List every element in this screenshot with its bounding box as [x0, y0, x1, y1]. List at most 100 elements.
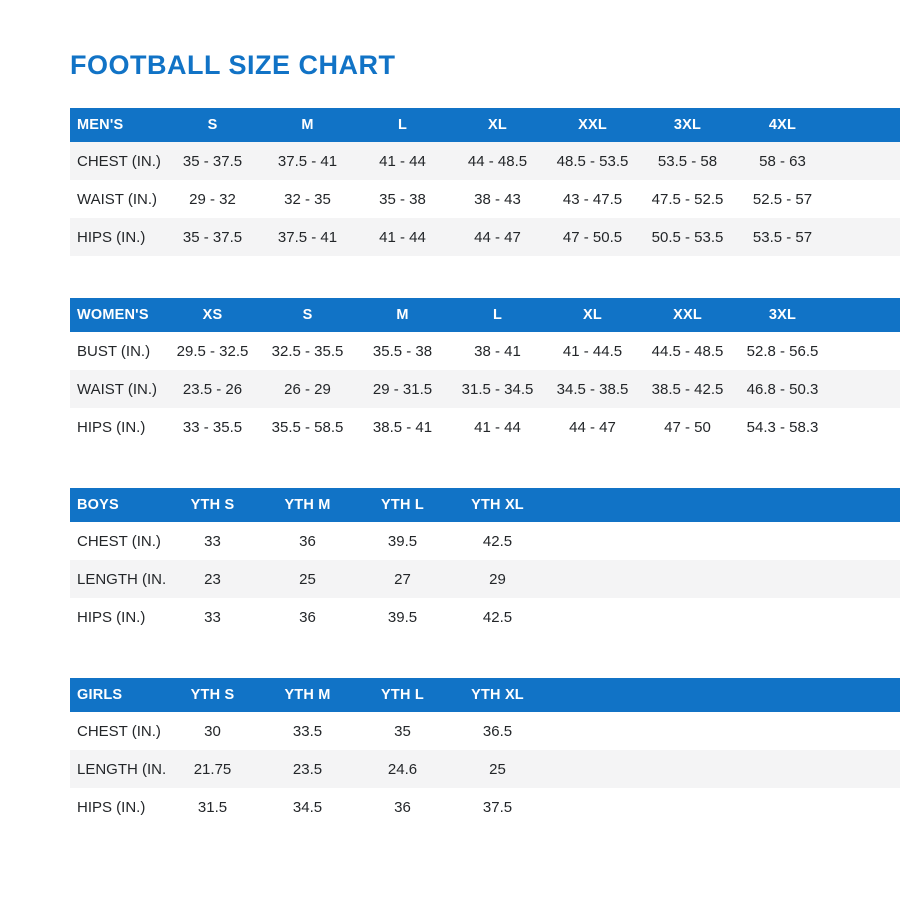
column-header: YTH L: [381, 687, 424, 703]
size-cell: 35 - 37.5: [182, 228, 243, 246]
row-label: WAIST (IN.): [77, 190, 157, 208]
column-header: XL: [583, 307, 602, 323]
size-cell: 36: [299, 608, 316, 626]
boys-row: HIPS (IN.) 33 36 39.5 42.5: [70, 598, 900, 636]
size-cell: 27: [394, 570, 411, 588]
column-header: YTH M: [284, 497, 331, 513]
size-cell: 44.5 - 48.5: [651, 342, 724, 360]
size-cell: 33 - 35.5: [182, 418, 243, 436]
table-title-cell: BOYS: [77, 497, 119, 513]
column-header: L: [492, 307, 503, 323]
size-cell: 37.5: [482, 798, 513, 816]
womens-header-row: WOMEN'S XS S M L XL XXL 3XL: [70, 298, 900, 332]
row-label: LENGTH (IN.): [77, 760, 165, 778]
column-header: M: [301, 117, 314, 133]
size-cell: 21.75: [193, 760, 232, 778]
size-cell: 29 - 31.5: [372, 380, 433, 398]
row-label: HIPS (IN.): [77, 228, 146, 246]
column-header: 3XL: [768, 307, 797, 323]
row-label: LENGTH (IN.): [77, 570, 165, 588]
column-header: XXL: [578, 117, 607, 133]
column-header: YTH M: [284, 687, 331, 703]
row-label: HIPS (IN.): [77, 798, 146, 816]
size-cell: 53.5 - 58: [657, 152, 718, 170]
womens-row: WAIST (IN.) 23.5 - 26 26 - 29 29 - 31.5 31.5…: [70, 370, 900, 408]
column-header: XS: [202, 307, 223, 323]
size-cell: 25: [489, 760, 506, 778]
size-cell: 41 - 44: [474, 418, 521, 436]
size-cell: 44 - 48.5: [467, 152, 528, 170]
size-cell: 39.5: [387, 608, 418, 626]
size-cell: 37.5 - 41: [277, 228, 338, 246]
column-header: 3XL: [673, 117, 702, 133]
size-cell: 58 - 63: [759, 152, 806, 170]
size-cell: 46.8 - 50.3: [746, 380, 819, 398]
womens-size-table: WOMEN'S XS S M L XL XXL 3XL BUST (IN.) 29.5 - 32.…: [70, 298, 900, 446]
size-cell: 32.5 - 35.5: [271, 342, 344, 360]
table-title-cell: WOMEN'S: [77, 307, 149, 323]
row-label: HIPS (IN.): [77, 608, 146, 626]
row-label: CHEST (IN.): [77, 722, 161, 740]
boys-row: LENGTH (IN.) 23 25 27 29: [70, 560, 900, 598]
size-cell: 47 - 50: [664, 418, 711, 436]
size-cell: 48.5 - 53.5: [556, 152, 629, 170]
size-cell: 31.5: [197, 798, 228, 816]
size-cell: 38.5 - 42.5: [651, 380, 724, 398]
size-cell: 36: [394, 798, 411, 816]
column-header: L: [397, 117, 408, 133]
size-cell: 54.3 - 58.3: [746, 418, 819, 436]
row-label: WAIST (IN.): [77, 380, 157, 398]
size-cell: 41 - 44: [379, 228, 426, 246]
size-cell: 42.5: [482, 608, 513, 626]
size-cell: 33.5: [292, 722, 323, 740]
size-cell: 35 - 38: [379, 190, 426, 208]
column-header: S: [207, 117, 218, 133]
size-cell: 31.5 - 34.5: [461, 380, 534, 398]
size-cell: 35 - 37.5: [182, 152, 243, 170]
size-cell: 52.5 - 57: [752, 190, 813, 208]
size-cell: 35.5 - 58.5: [271, 418, 344, 436]
girls-size-table: GIRLS YTH S YTH M YTH L YTH XL CHEST (IN.) 30 3…: [70, 678, 900, 826]
boys-row: CHEST (IN.) 33 36 39.5 42.5: [70, 522, 900, 560]
size-cell: 29.5 - 32.5: [176, 342, 249, 360]
size-cell: 53.5 - 57: [752, 228, 813, 246]
column-header: XXL: [673, 307, 702, 323]
column-header: YTH S: [190, 687, 235, 703]
column-header: XL: [488, 117, 507, 133]
size-cell: 37.5 - 41: [277, 152, 338, 170]
size-cell: 24.6: [387, 760, 418, 778]
size-cell: 35: [394, 722, 411, 740]
size-cell: 50.5 - 53.5: [651, 228, 724, 246]
size-cell: 30: [204, 722, 221, 740]
size-cell: 52.8 - 56.5: [746, 342, 819, 360]
boys-size-table: BOYS YTH S YTH M YTH L YTH XL CHEST (IN.) 33 36…: [70, 488, 900, 636]
size-cell: 47 - 50.5: [562, 228, 623, 246]
size-cell: 23: [204, 570, 221, 588]
column-header: 4XL: [768, 117, 797, 133]
size-chart-page: FOOTBALL SIZE CHART MEN'S S M L XL XXL 3XL 4XL C…: [70, 50, 900, 826]
size-cell: 29 - 32: [189, 190, 236, 208]
size-cell: 25: [299, 570, 316, 588]
size-cell: 23.5: [292, 760, 323, 778]
size-cell: 36.5: [482, 722, 513, 740]
mens-row: CHEST (IN.) 35 - 37.5 37.5 - 41 41 - 44 44 -…: [70, 142, 900, 180]
girls-row: HIPS (IN.) 31.5 34.5 36 37.5: [70, 788, 900, 826]
mens-size-table: MEN'S S M L XL XXL 3XL 4XL CHEST (IN.) 35 - 37.5 3…: [70, 108, 900, 256]
column-header: M: [396, 307, 409, 323]
row-label: CHEST (IN.): [77, 532, 161, 550]
row-label: CHEST (IN.): [77, 152, 161, 170]
size-cell: 44 - 47: [474, 228, 521, 246]
size-cell: 38.5 - 41: [372, 418, 433, 436]
size-cell: 43 - 47.5: [562, 190, 623, 208]
size-cell: 38 - 43: [474, 190, 521, 208]
mens-row: HIPS (IN.) 35 - 37.5 37.5 - 41 41 - 44 44 - …: [70, 218, 900, 256]
size-cell: 41 - 44: [379, 152, 426, 170]
size-cell: 34.5: [292, 798, 323, 816]
womens-row: HIPS (IN.) 33 - 35.5 35.5 - 58.5 38.5 - 41 4…: [70, 408, 900, 446]
column-header: S: [302, 307, 313, 323]
size-cell: 36: [299, 532, 316, 550]
size-cell: 23.5 - 26: [182, 380, 243, 398]
column-header: YTH XL: [471, 497, 524, 513]
column-header: YTH S: [190, 497, 235, 513]
girls-header-row: GIRLS YTH S YTH M YTH L YTH XL: [70, 678, 900, 712]
